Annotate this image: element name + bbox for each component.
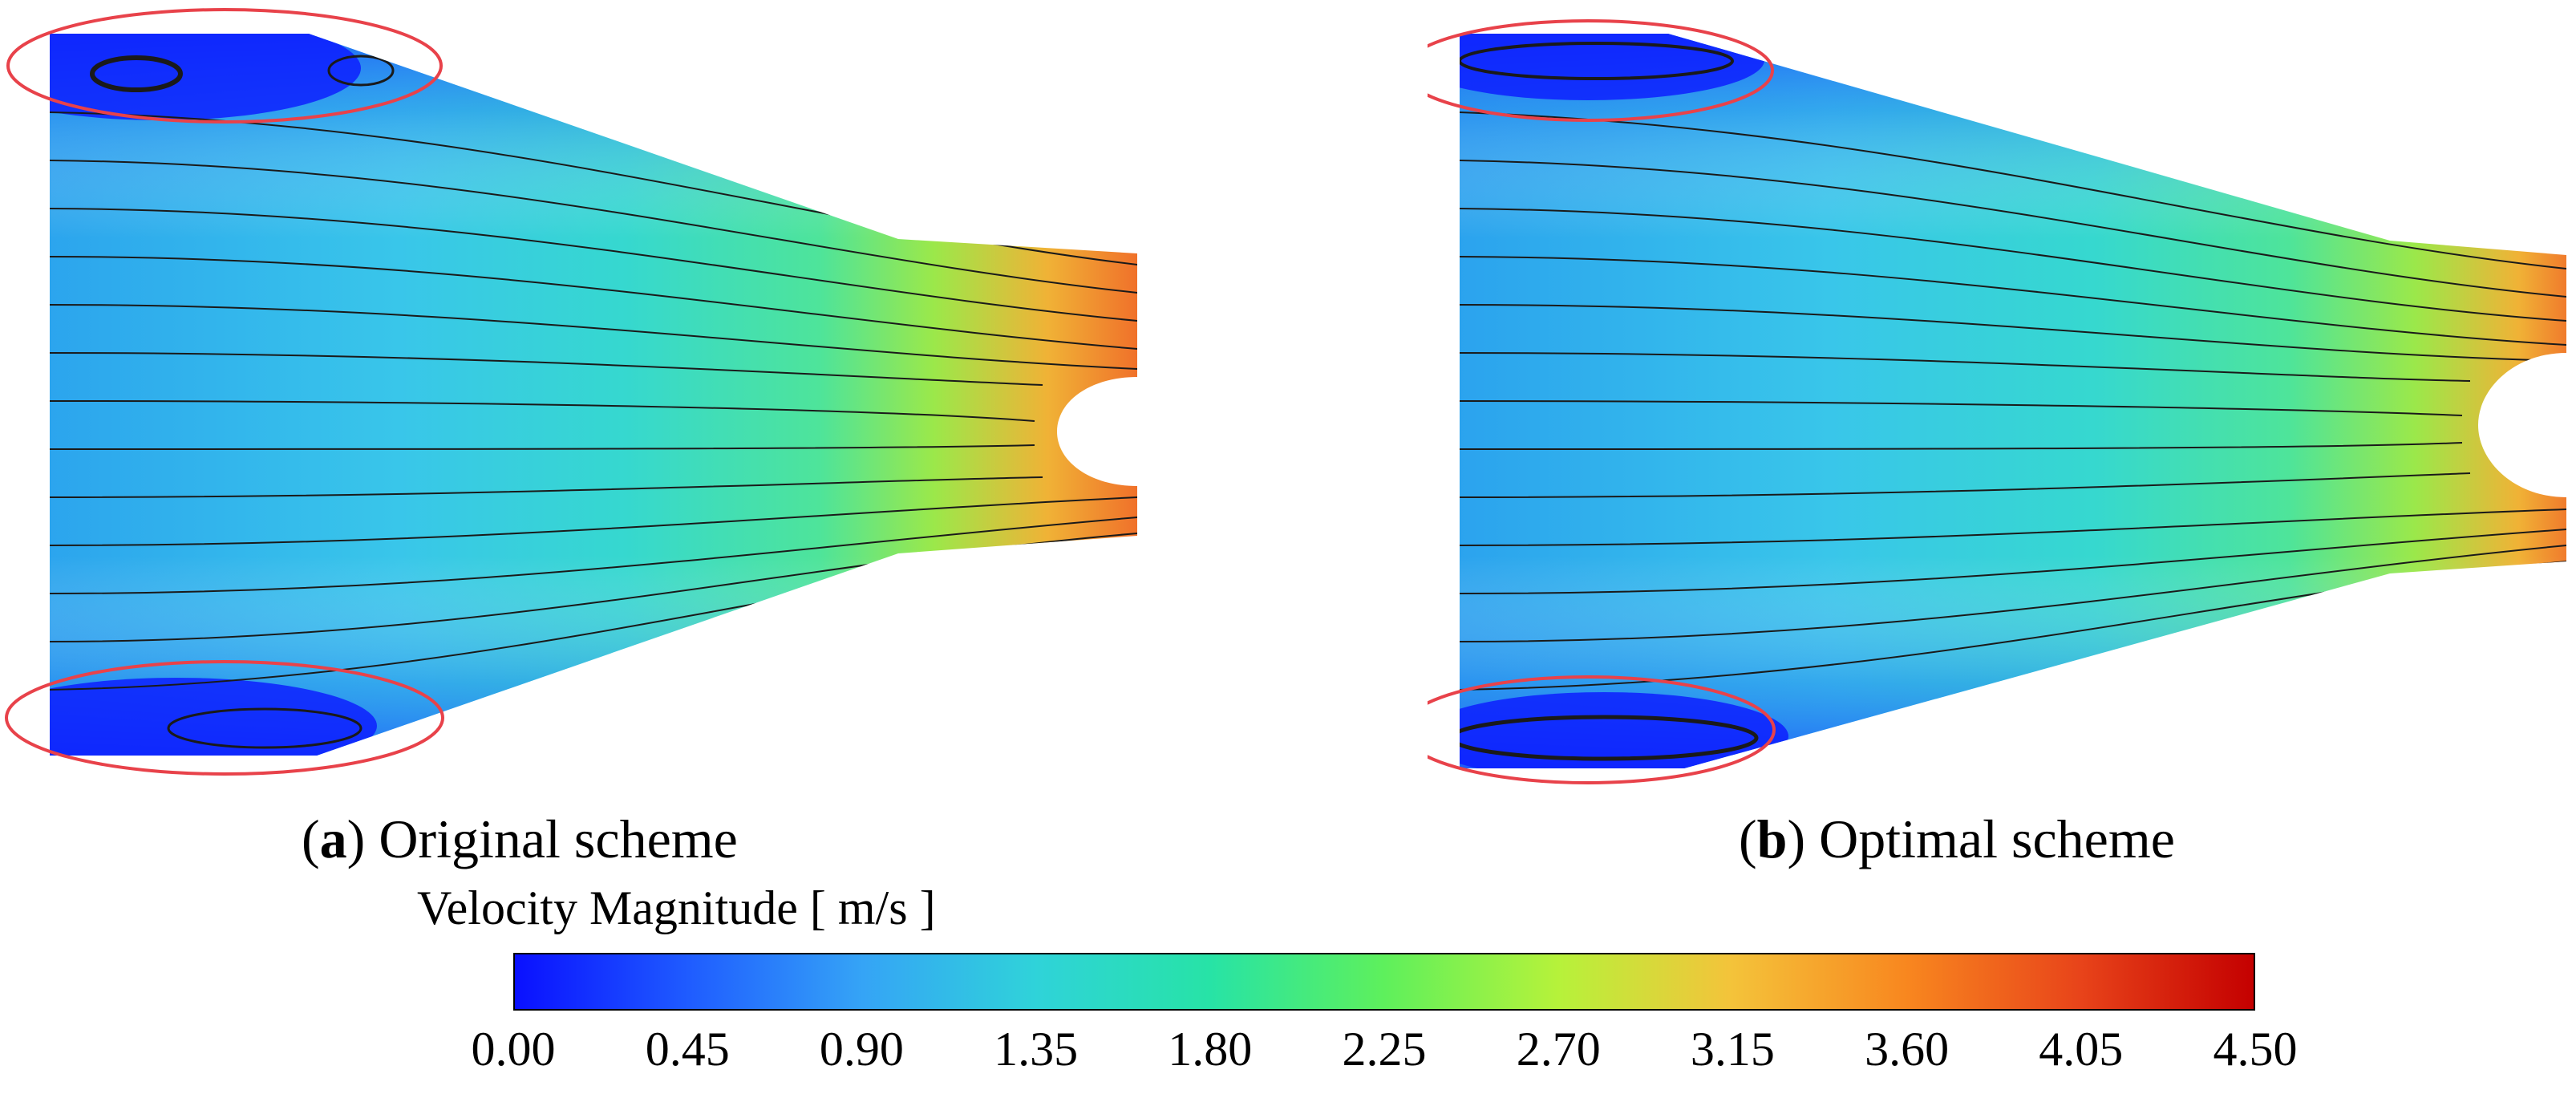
caption-original-scheme: (a) Original scheme [302, 808, 738, 869]
colorbar-tick-label: 0.90 [819, 1023, 904, 1076]
colorbar-tick-label: 1.80 [1168, 1023, 1253, 1076]
colorbar-tick-label: 3.15 [1690, 1023, 1775, 1076]
velocity-contour-original [5, 8, 1137, 776]
velocity-contour-optimal [1400, 19, 2566, 784]
caption-optimal-scheme: (b) Optimal scheme [1739, 808, 2175, 869]
caption-label-b: b [1756, 808, 1788, 869]
velocity-colorbar [513, 953, 2255, 1011]
colorbar-tick-label: 3.60 [1865, 1023, 1950, 1076]
colorbar-tick-label: 0.45 [645, 1023, 730, 1076]
recirculation-highlight-top [6, 8, 443, 124]
panel-optimal-scheme [1400, 0, 2576, 794]
colorbar-tick-label: 0.00 [471, 1023, 556, 1076]
caption-text-b: Optimal scheme [1819, 808, 2175, 869]
colorbar-tick-label: 2.70 [1516, 1023, 1601, 1076]
caption-text-a: Original scheme [379, 808, 738, 869]
panel-original-scheme [0, 0, 1139, 794]
colorbar-tick-label: 4.50 [2213, 1023, 2298, 1076]
caption-label-a: a [319, 808, 347, 869]
colorbar-tick-label: 2.25 [1342, 1023, 1427, 1076]
colorbar-tick-label: 4.05 [2039, 1023, 2124, 1076]
recirculation-highlight-bottom [5, 660, 444, 776]
colorbar-tick-label: 1.35 [994, 1023, 1079, 1076]
legend-title: Velocity Magnitude [ m/s ] [417, 881, 936, 934]
